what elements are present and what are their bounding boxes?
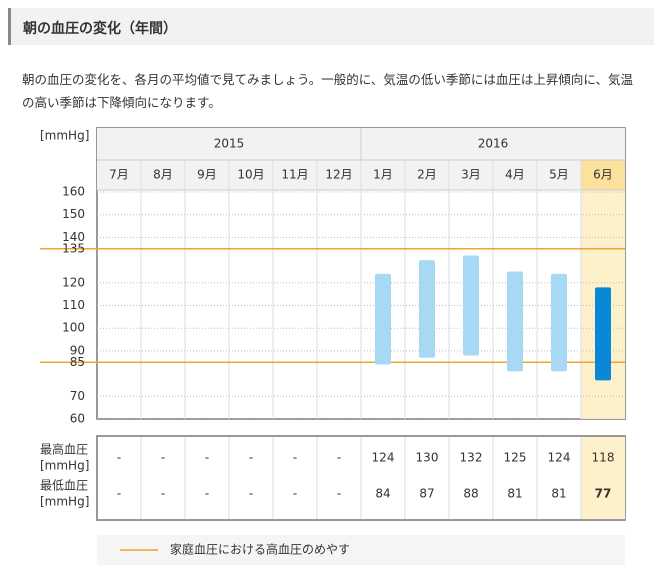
row-label: 最低血圧 — [40, 479, 88, 493]
y-tick-label: 160 — [62, 185, 85, 199]
row-unit: [mmHg] — [40, 495, 89, 509]
header-title: 朝の血圧の変化（年間） — [23, 21, 177, 37]
range-bar — [595, 287, 611, 381]
month-label: 4月 — [505, 168, 525, 182]
y-tick-label: 90 — [70, 343, 85, 357]
table-value: 88 — [463, 487, 478, 501]
table-value: - — [161, 451, 165, 465]
table-value: 118 — [592, 451, 615, 465]
legend-label: 家庭血圧における高血圧のめやす — [170, 542, 350, 557]
table-value: 132 — [460, 451, 483, 465]
reference-label: 135 — [62, 241, 85, 255]
table-value: - — [117, 487, 121, 501]
table-value: 124 — [548, 451, 571, 465]
table-value: - — [205, 451, 209, 465]
table-value: 77 — [595, 487, 612, 501]
description: 朝の血圧の変化を、各月の平均値で見てみましょう。一般的に、気温の低い季節には血圧… — [22, 72, 634, 110]
y-tick-label: 110 — [62, 298, 85, 312]
row-label: 最高血圧 — [40, 442, 88, 457]
year-label: 2016 — [478, 137, 509, 151]
month-label: 11月 — [281, 168, 308, 182]
table-value: 124 — [372, 451, 395, 465]
range-bar — [419, 260, 435, 358]
table-value: 125 — [504, 451, 527, 465]
month-label: 2月 — [417, 168, 437, 182]
month-label: 10月 — [237, 168, 264, 182]
y-tick-label: 100 — [62, 321, 85, 335]
range-bar — [375, 273, 391, 365]
month-label: 9月 — [197, 168, 217, 182]
table-value: - — [249, 451, 253, 465]
month-label: 6月 — [593, 168, 613, 182]
highlight-cell — [581, 437, 625, 519]
table-value: 81 — [507, 487, 522, 501]
row-unit: [mmHg] — [40, 459, 89, 473]
y-tick-label: 150 — [62, 207, 85, 221]
table-value: - — [337, 451, 341, 465]
legend-box — [97, 535, 625, 565]
header: 朝の血圧の変化（年間） — [8, 8, 654, 45]
range-bar — [463, 255, 479, 356]
table-value: 130 — [416, 451, 439, 465]
y-tick-label: 140 — [62, 230, 85, 244]
table-value: - — [161, 487, 165, 501]
table-value: - — [293, 451, 297, 465]
table-value: - — [117, 451, 121, 465]
table-value: - — [249, 487, 253, 501]
month-label: 7月 — [109, 168, 129, 182]
y-axis-label: [mmHg] — [40, 129, 89, 143]
table-value: 84 — [375, 487, 390, 501]
table-value: 81 — [551, 487, 566, 501]
table-value: - — [205, 487, 209, 501]
month-label: 3月 — [461, 168, 481, 182]
month-label: 1月 — [373, 168, 393, 182]
y-tick-label: 60 — [70, 412, 85, 426]
y-tick-label: 70 — [70, 389, 85, 403]
table-value: 87 — [419, 487, 434, 501]
range-bar — [507, 271, 523, 372]
reference-label: 85 — [70, 355, 85, 369]
month-label: 5月 — [549, 168, 569, 182]
highlight-header — [581, 160, 625, 190]
y-tick-label: 120 — [62, 275, 85, 289]
month-label: 8月 — [153, 168, 173, 182]
month-label: 12月 — [325, 168, 352, 182]
table-value: - — [337, 487, 341, 501]
year-label: 2015 — [214, 137, 245, 151]
range-bar — [551, 273, 567, 372]
table-value: - — [293, 487, 297, 501]
